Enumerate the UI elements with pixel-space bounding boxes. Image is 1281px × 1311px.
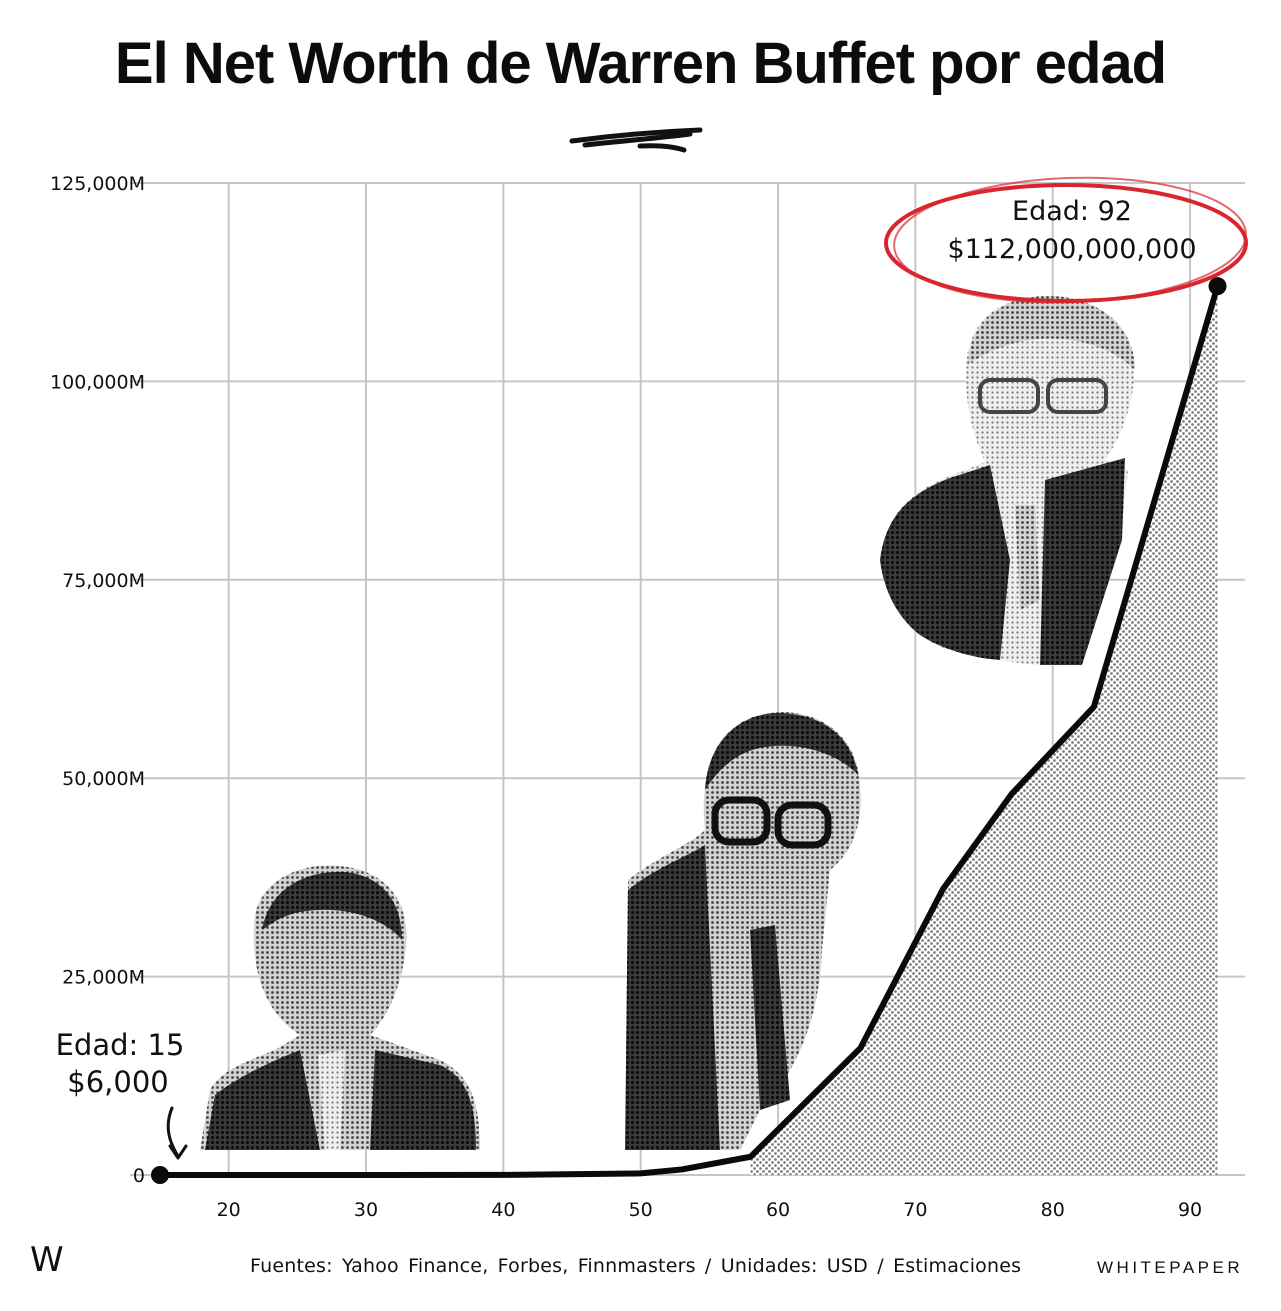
annotation-start-value: $6,000 <box>67 1065 168 1099</box>
annotation-start-age: Edad: 15 <box>56 1028 185 1062</box>
endpoint-dot <box>151 1166 169 1184</box>
y-tick-label: 50,000M <box>62 768 145 790</box>
y-tick-label: 75,000M <box>62 570 145 592</box>
y-tick-label: 0 <box>133 1165 145 1187</box>
portrait-middle <box>625 712 861 1150</box>
highlight-circle <box>884 183 1248 303</box>
title-underline-scribble <box>569 127 703 153</box>
x-tick-label: 80 <box>1041 1199 1065 1221</box>
y-tick-label: 100,000M <box>50 371 145 393</box>
y-tick-label: 25,000M <box>62 967 145 989</box>
whitepaper-logo: W <box>30 1240 64 1280</box>
x-tick-label: 50 <box>629 1199 653 1221</box>
portrait-old <box>880 295 1135 666</box>
x-tick-label: 40 <box>491 1199 515 1221</box>
annotation-arrow-head <box>168 1144 188 1160</box>
endpoint-dot <box>1208 277 1227 296</box>
portrait-young <box>200 865 480 1150</box>
highlight-circle-stroke <box>893 176 1247 304</box>
area-fill <box>750 286 1218 1176</box>
annotation-end-age: Edad: 92 <box>1012 196 1132 227</box>
annotation-end-value: $112,000,000,000 <box>947 234 1196 265</box>
brand-name: WHITEPAPER <box>1097 1258 1244 1277</box>
x-tick-label: 90 <box>1178 1199 1202 1221</box>
chart-title: El Net Worth de Warren Buffet por edad <box>114 31 1167 96</box>
source-note: Fuentes: Yahoo Finance, Forbes, Finnmast… <box>250 1255 1022 1277</box>
x-tick-label: 70 <box>903 1199 927 1221</box>
x-tick-label: 30 <box>354 1199 378 1221</box>
x-tick-label: 20 <box>217 1199 241 1221</box>
x-tick-label: 60 <box>766 1199 790 1221</box>
y-tick-label: 125,000M <box>50 173 145 195</box>
